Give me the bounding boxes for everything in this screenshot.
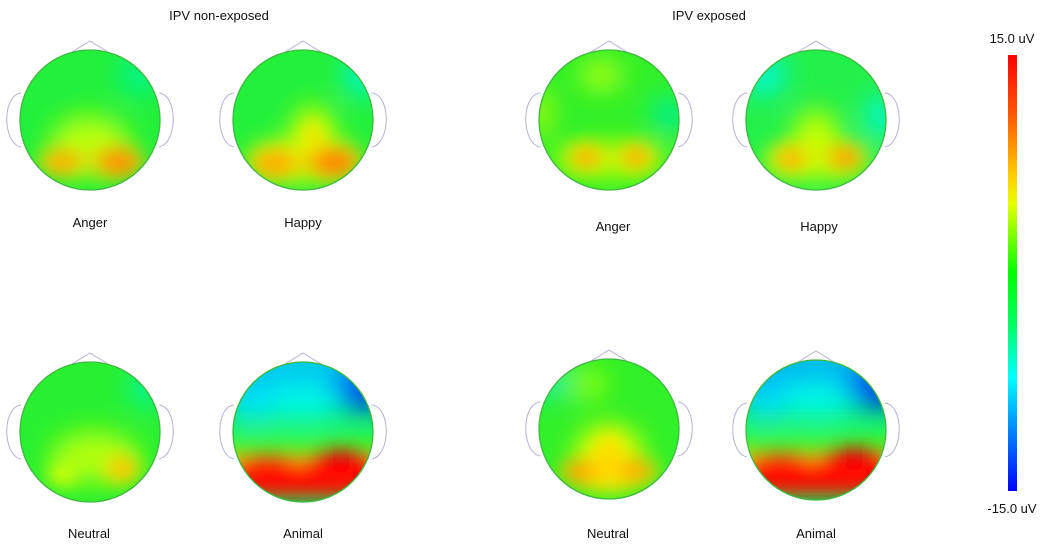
condition-label-nonexposed-happy: Happy — [284, 215, 322, 230]
condition-label-exposed-animal: Animal — [796, 526, 836, 541]
topomap-exposed-animal — [726, 345, 906, 505]
colorbar-max-label: 15.0 uV — [989, 31, 1035, 46]
group-title-exposed: IPV exposed — [672, 8, 746, 23]
topomap-nonexposed-animal — [213, 347, 393, 507]
group-title-nonexposed: IPV non-exposed — [169, 8, 269, 23]
topomap-exposed-neutral — [519, 344, 699, 504]
condition-label-exposed-anger: Anger — [595, 219, 631, 234]
colorbar-min-label: -15.0 uV — [987, 501, 1037, 516]
colorbar — [1008, 55, 1017, 491]
topomap-nonexposed-anger — [0, 35, 180, 195]
topomap-nonexposed-happy — [213, 35, 393, 195]
condition-label-nonexposed-neutral: Neutral — [68, 526, 110, 541]
topomap-exposed-anger — [519, 35, 699, 195]
condition-label-nonexposed-animal: Animal — [283, 526, 323, 541]
condition-label-exposed-neutral: Neutral — [587, 526, 629, 541]
condition-label-nonexposed-anger: Anger — [72, 215, 108, 230]
topomap-exposed-happy — [726, 35, 906, 195]
condition-label-exposed-happy: Happy — [800, 219, 838, 234]
topomap-nonexposed-neutral — [0, 347, 180, 507]
